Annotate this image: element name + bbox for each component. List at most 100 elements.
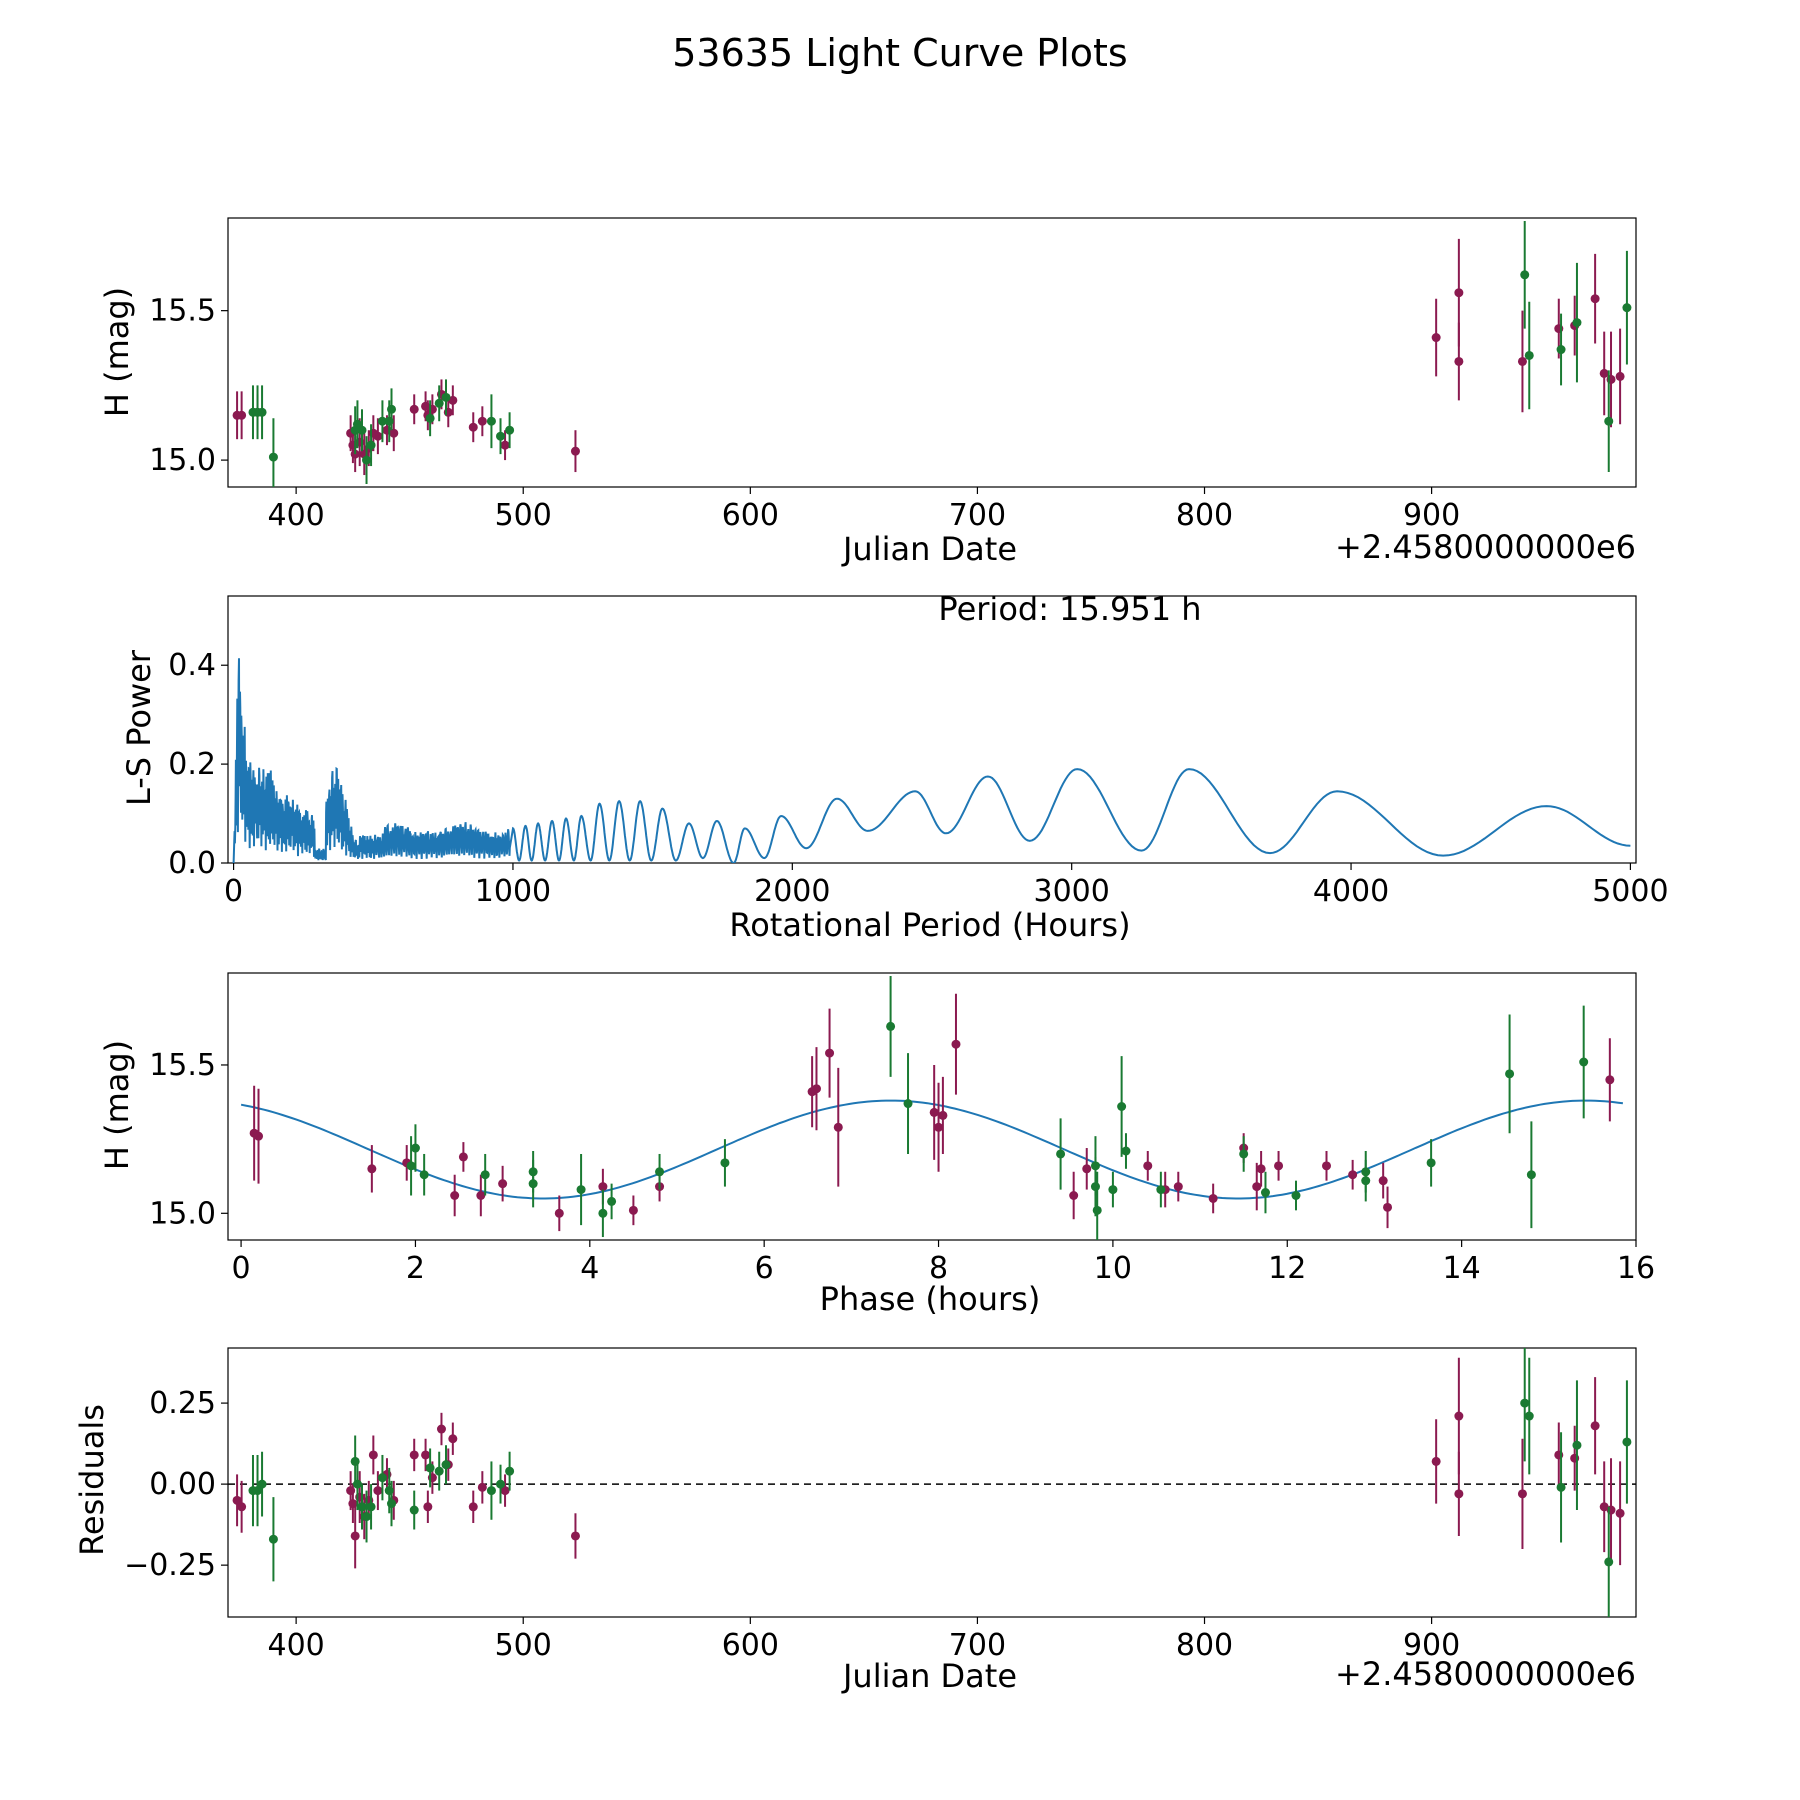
lightcurve-green-point <box>257 407 267 417</box>
lightcurve-red-point <box>1615 371 1625 381</box>
phased-xtick-label: 14 <box>1443 1251 1481 1286</box>
phased-red-point <box>1383 1202 1393 1212</box>
residuals-green-point <box>1556 1482 1566 1492</box>
periodogram-ylabel: L-S Power <box>120 649 158 806</box>
lightcurve-xtick-label: 400 <box>267 498 324 533</box>
phased-green-point <box>720 1158 730 1168</box>
periodogram-xtick-label: 3000 <box>1034 874 1110 909</box>
lightcurve-ytick-label: 15.5 <box>149 294 216 329</box>
phased-red-point <box>254 1131 264 1141</box>
phased-green-point <box>419 1170 429 1180</box>
periodogram-ytick-label: 0.4 <box>168 648 216 683</box>
lightcurve-red-point <box>389 428 399 438</box>
residuals-xtick-label: 900 <box>1403 1628 1460 1663</box>
phased-green-point <box>1526 1170 1536 1180</box>
phased-green-point <box>1117 1102 1127 1111</box>
residuals-red-point <box>423 1502 433 1512</box>
residuals-red-point <box>500 1486 510 1496</box>
residuals-green-point <box>1622 1437 1632 1447</box>
phased-ytick-label: 15.5 <box>149 1048 216 1083</box>
lightcurve-green-point <box>486 416 496 426</box>
figure-title: 53635 Light Curve Plots <box>672 31 1127 75</box>
lightcurve-green-point <box>387 404 397 414</box>
phased-ytick-label: 15.0 <box>149 1196 216 1231</box>
residuals-green-point <box>441 1460 451 1470</box>
phased-xlabel: Phase (hours) <box>820 1280 1041 1318</box>
phased-red-point <box>1173 1182 1183 1192</box>
lightcurve-green-point <box>1622 303 1632 313</box>
phased-green-point <box>1092 1205 1102 1215</box>
residuals-red-point <box>477 1482 487 1492</box>
phased-red-point <box>458 1152 468 1162</box>
lightcurve-green-point <box>1556 345 1566 355</box>
phased-green-point <box>1260 1188 1270 1198</box>
lightcurve-red-point <box>448 395 458 405</box>
phased-data-layer <box>240 975 1624 1240</box>
periodogram-xlabel: Rotational Period (Hours) <box>729 906 1130 944</box>
periodogram-xtick-label: 0 <box>224 874 243 909</box>
lightcurve-green-point <box>357 425 367 435</box>
residuals-red-point <box>232 1495 242 1505</box>
lightcurve-green-point <box>362 455 372 465</box>
lightcurve-axes-frame <box>227 217 1637 488</box>
residuals-red-point <box>409 1450 419 1460</box>
lightcurve-red-point <box>1431 333 1441 343</box>
lightcurve-green-point <box>377 416 387 426</box>
phased-red-point <box>1605 1075 1615 1085</box>
lightcurve-panel: Julian Date H (mag) +2.4580000000e6 400 5… <box>98 217 1637 568</box>
phased-red-point <box>628 1205 638 1215</box>
residuals-red-point <box>1590 1421 1600 1431</box>
lightcurve-red-point <box>500 440 510 450</box>
residuals-red-point <box>436 1424 446 1434</box>
phased-green-point <box>598 1208 608 1218</box>
phased-xtick-label: 12 <box>1268 1251 1306 1286</box>
residuals-xtick-label: 600 <box>722 1628 779 1663</box>
phased-xtick-label: 4 <box>580 1251 599 1286</box>
phased-green-point <box>1156 1185 1166 1195</box>
lightcurve-green-point <box>1524 350 1534 360</box>
lightcurve-green-point <box>366 440 376 450</box>
phased-red-point <box>825 1048 835 1058</box>
residuals-red-point <box>1454 1489 1464 1499</box>
periodogram-xtick-label: 2000 <box>754 874 830 909</box>
periodogram-axes-frame <box>227 595 1637 864</box>
periodogram-xtick-label: 5000 <box>1592 874 1668 909</box>
phased-red-point <box>1208 1193 1218 1203</box>
residuals-green-point <box>1524 1411 1534 1421</box>
residuals-ytick-label: −0.25 <box>124 1548 216 1583</box>
lightcurve-red-point <box>373 431 383 441</box>
residuals-red-point <box>421 1450 431 1460</box>
phased-red-point <box>934 1122 944 1132</box>
phased-red-point <box>1143 1161 1153 1171</box>
phased-green-point <box>410 1143 420 1153</box>
phased-xtick-label: 8 <box>929 1251 948 1286</box>
residuals-xtick-label: 400 <box>267 1628 324 1663</box>
phased-red-point <box>833 1122 843 1132</box>
phased-xtick-label: 6 <box>755 1251 774 1286</box>
lightcurve-green-point <box>425 413 435 423</box>
phased-green-point <box>903 1099 913 1109</box>
phased-red-point <box>811 1084 821 1094</box>
periodogram-ytick-label: 0.2 <box>168 747 216 782</box>
residuals-green-point <box>1604 1557 1614 1567</box>
lightcurve-green-point <box>505 425 515 435</box>
phased-green-point <box>886 1021 896 1031</box>
lightcurve-red-point <box>1590 294 1600 304</box>
residuals-xtick-label: 700 <box>949 1628 1006 1663</box>
phased-red-point <box>598 1182 608 1192</box>
lightcurve-offset-text: +2.4580000000e6 <box>1335 528 1636 566</box>
lightcurve-ylabel: H (mag) <box>98 287 136 417</box>
phased-green-point <box>655 1167 665 1177</box>
lightcurve-xtick-label: 700 <box>949 498 1006 533</box>
lightcurve-red-point <box>477 416 487 426</box>
residuals-red-point <box>570 1531 580 1541</box>
lightcurve-xlabel: Julian Date <box>841 530 1017 568</box>
residuals-green-point <box>1520 1398 1530 1408</box>
phased-red-point <box>367 1164 377 1174</box>
residuals-red-point <box>237 1502 247 1512</box>
phased-green-point <box>1361 1176 1371 1186</box>
residuals-red-point <box>448 1434 458 1444</box>
residuals-red-point <box>1454 1411 1464 1421</box>
residuals-green-point <box>257 1479 267 1489</box>
